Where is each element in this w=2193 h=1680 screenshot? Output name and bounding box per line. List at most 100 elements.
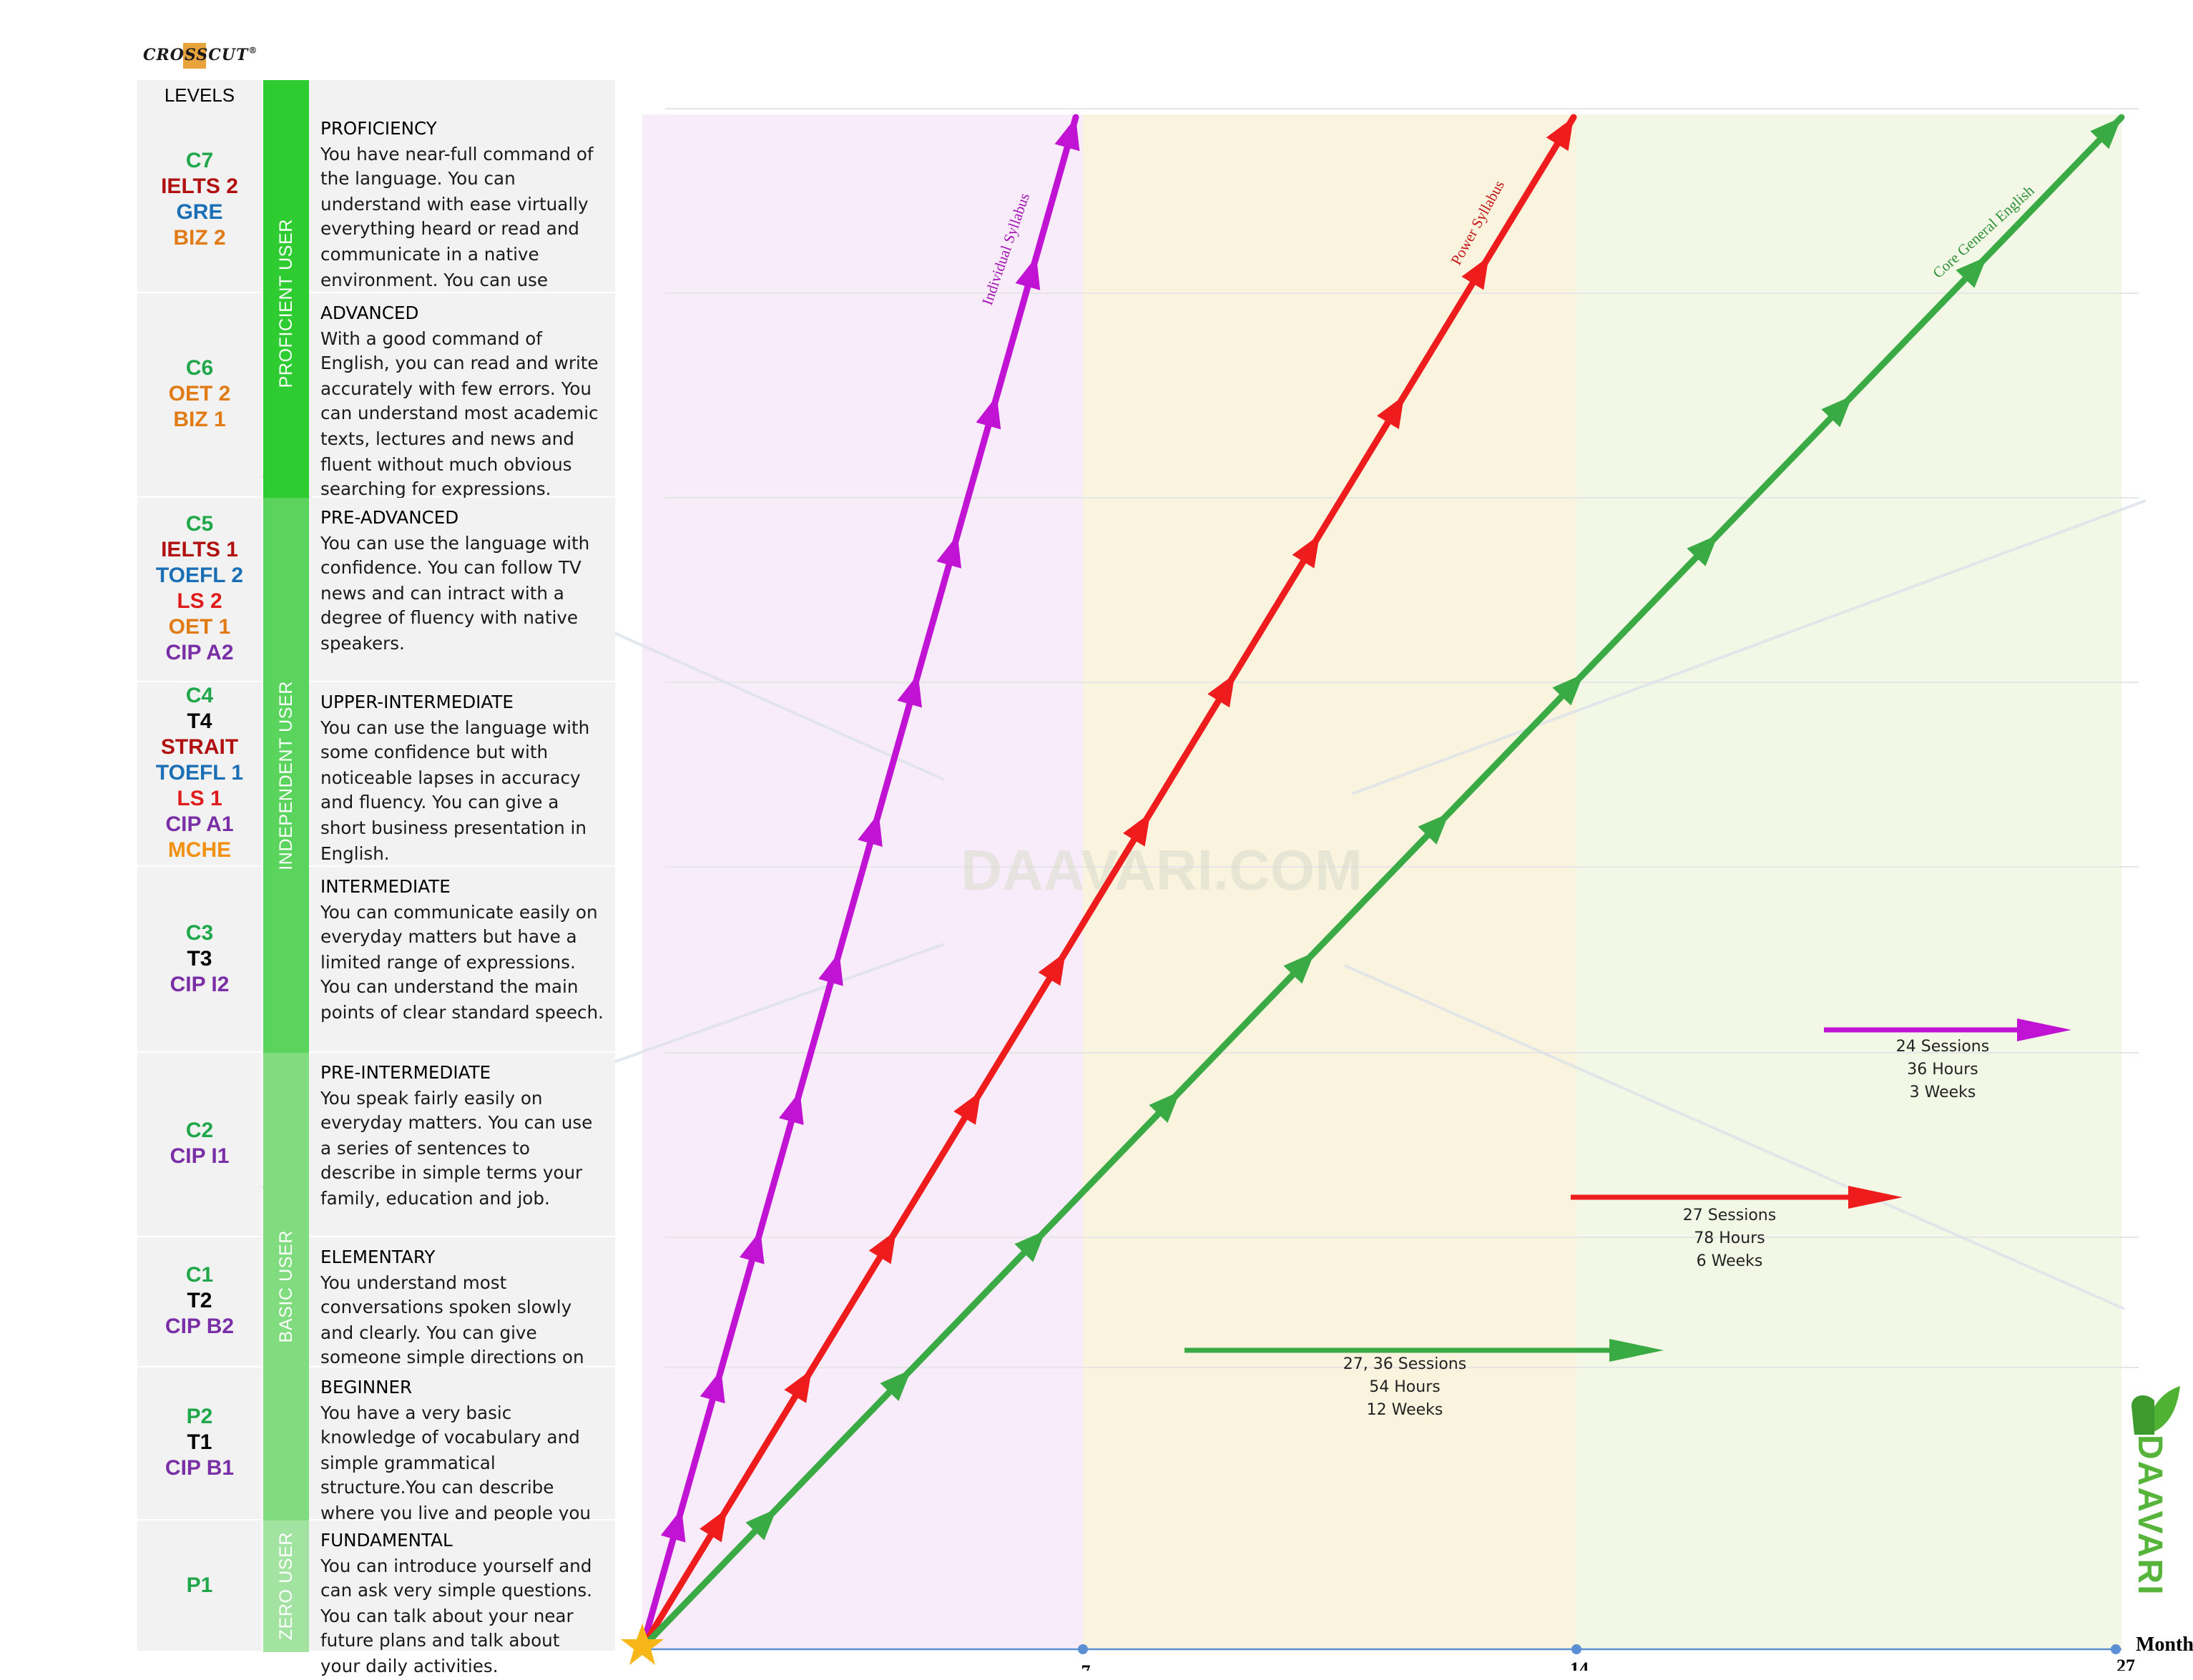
level-text: With a good command of English, you can … <box>320 328 599 500</box>
band-zero: ZERO USER <box>263 1521 309 1652</box>
level-description-cell: PRE-INTERMEDIATE You speak fairly easily … <box>309 1053 615 1236</box>
level-title: ADVANCED <box>320 303 419 323</box>
legend-individual: 24 Sessions 36 Hours 3 Weeks <box>1883 1036 2003 1104</box>
level-code: CIP B2 <box>165 1315 235 1339</box>
x-tick-7 <box>1078 1644 1088 1654</box>
level-code: C7 <box>185 149 214 173</box>
level-codes-cell: C2 CIP I1 <box>137 1053 262 1236</box>
ray-power-arrowhead <box>1546 117 1574 151</box>
month-zones <box>642 114 2121 1649</box>
ray-core-arrowhead <box>1283 952 1315 984</box>
level-description-cell: ADVANCED With a good command of English, … <box>309 293 615 499</box>
level-code: CIP I1 <box>170 1144 230 1169</box>
logo-square-icon <box>183 43 206 69</box>
level-code: T4 <box>187 709 212 734</box>
level-code: C5 <box>185 512 214 536</box>
legend-arrows <box>1184 1018 2071 1362</box>
level-code: BIZ 1 <box>173 408 226 432</box>
level-description-cell: PROFICIENCY You have near-full command of… <box>309 109 615 340</box>
decorative-line <box>1351 499 2147 795</box>
decorative-line <box>1344 964 2125 1310</box>
level-title: INTERMEDIATE <box>320 877 451 897</box>
ray-core-arrowhead <box>1149 1091 1180 1123</box>
ray-individual-arrowhead <box>858 812 883 847</box>
level-title: PRE-ADVANCED <box>320 508 459 528</box>
level-codes-cell: C3 T3 CIP I2 <box>137 867 262 1051</box>
level-description-cell: PRE-ADVANCED You can use the language wit… <box>309 498 615 681</box>
x-axis-label: Month <box>2136 1634 2193 1656</box>
daavari-logo-text: DAAVARI <box>2130 1435 2169 1596</box>
ray-core-arrowhead <box>1687 534 1718 566</box>
level-title: FUNDAMENTAL <box>320 1531 453 1551</box>
level-code: LS 2 <box>177 589 222 614</box>
ray-individual-arrowhead <box>1015 256 1041 290</box>
level-code: IELTS 1 <box>161 538 238 562</box>
band-header-cell <box>263 80 309 109</box>
legend-core-weeks: 12 Weeks <box>1366 1400 1443 1419</box>
ray-individual-arrowhead <box>897 674 922 708</box>
syllabus-rays <box>639 114 2125 1651</box>
crosscut-logo: CROSSCUT® <box>143 40 260 74</box>
legend-power-hours: 78 Hours <box>1694 1229 1765 1247</box>
level-code: C3 <box>185 920 214 945</box>
level-title: ELEMENTARY <box>320 1247 436 1267</box>
watermark: DAAVARI.COM <box>961 838 1362 902</box>
level-title: PRE-INTERMEDIATE <box>320 1063 491 1083</box>
level-code: P2 <box>186 1405 213 1429</box>
level-code: TOEFL 1 <box>155 761 244 785</box>
crosscut-logo-text: CROSSCUT® <box>143 46 258 64</box>
ray-individual-arrowhead <box>660 1508 686 1543</box>
level-code: P1 <box>186 1573 213 1597</box>
level-description-cell: FUNDAMENTAL You can introduce yourself an… <box>309 1521 615 1676</box>
x-tick-label-7: 7 <box>1081 1661 1091 1671</box>
level-code: T2 <box>187 1289 212 1313</box>
level-code: C2 <box>185 1119 214 1143</box>
x-tick-label-27: 27 <box>2116 1656 2135 1671</box>
zone-power <box>1083 114 1576 1649</box>
ray-power-arrowhead <box>1207 674 1235 708</box>
x-tick-label-14: 14 <box>1570 1659 1589 1671</box>
level-gridlines <box>665 108 2139 1368</box>
ray-power-arrowhead <box>1038 952 1066 986</box>
level-description-cell: INTERMEDIATE You can communicate easily o… <box>309 867 615 1051</box>
level-text: You can use the language with some confi… <box>320 717 590 864</box>
daavari-logo: DAAVARI <box>2126 1380 2183 1596</box>
level-code: CIP B1 <box>165 1456 235 1480</box>
ray-core-arrowhead <box>2090 117 2121 149</box>
ray-power-arrowhead <box>1292 534 1320 569</box>
level-codes-cell: C4 T4 STRAIT TOEFL 1 LS 1 CIP A1 MCHE <box>137 682 262 865</box>
level-description-cell: BEGINNER You have a very basic knowledge … <box>309 1367 615 1548</box>
band-basic-label: BASIC USER <box>276 1230 296 1343</box>
level-code: CIP A2 <box>165 641 234 665</box>
ray-individual-arrowhead <box>1054 117 1080 152</box>
level-description-cell: UPPER-INTERMEDIATE You can use the langua… <box>309 682 615 865</box>
zone-core <box>1576 114 2121 1649</box>
description-header-cell <box>309 80 615 109</box>
level-code: T3 <box>187 946 212 971</box>
ray-individual-arrowhead <box>740 1230 765 1264</box>
leaf-icon <box>2131 1386 2180 1435</box>
level-description-cell: ELEMENTARY You understand most conversati… <box>309 1237 615 1393</box>
legend-power-weeks: 6 Weeks <box>1696 1252 1763 1270</box>
ray-individual-arrowhead <box>779 1091 804 1125</box>
legend-individual-hours: 36 Hours <box>1907 1060 1978 1079</box>
level-code: T1 <box>187 1430 212 1455</box>
level-code: C4 <box>185 684 214 708</box>
ray-power-arrowhead <box>868 1230 896 1264</box>
ray-core-arrowhead <box>1014 1230 1046 1262</box>
ray-core-arrowhead <box>1418 812 1449 845</box>
ray-core-arrowhead <box>745 1508 777 1541</box>
ray-power-arrowhead <box>1123 812 1151 847</box>
level-title: BEGINNER <box>320 1377 413 1397</box>
level-codes-cell: C6 OET 2 BIZ 1 <box>137 293 262 496</box>
ray-individual-arrowhead <box>818 952 843 986</box>
level-codes-cell: C7 IELTS 2 GRE BIZ 2 <box>137 109 262 292</box>
level-code: OET 2 <box>168 382 231 406</box>
ray-core-arrowhead <box>1956 256 1987 288</box>
level-codes-cell: P1 <box>137 1521 262 1651</box>
level-code: OET 1 <box>168 615 231 639</box>
level-code: IELTS 2 <box>161 175 238 199</box>
level-text: You can introduce yourself and can ask v… <box>320 1556 592 1676</box>
level-codes-cell: C1 T2 CIP B2 <box>137 1237 262 1366</box>
